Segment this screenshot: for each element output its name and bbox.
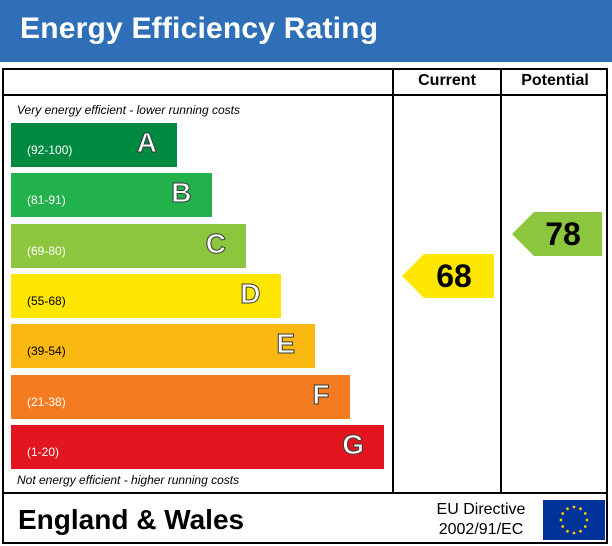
band-b: (81-91) B [11, 173, 212, 218]
current-rating-value: 68 [436, 258, 472, 294]
band-e: (39-54) E [11, 324, 315, 369]
eu-star [583, 525, 587, 528]
band-f: (21-38) F [11, 374, 350, 419]
divider-potential [500, 68, 502, 494]
band-letter: B [171, 177, 192, 209]
header-divider [2, 94, 608, 96]
band-range-label: (81-91) [27, 193, 66, 208]
eu-star [585, 518, 589, 522]
band-d: (55-68) D [11, 273, 281, 318]
current-rating-arrow [402, 254, 494, 298]
band-range-label: (39-54) [27, 344, 66, 359]
band-range-label: (69-80) [27, 243, 66, 258]
eu-star [561, 525, 565, 528]
eu-flag-icon [543, 500, 605, 540]
footer-divider [2, 492, 608, 494]
top-note: Very energy efficient - lower running co… [17, 103, 240, 117]
header-bar: Energy Efficiency Rating [0, 0, 612, 62]
band-c: (69-80) C [11, 223, 246, 268]
band-range-label: (21-38) [27, 394, 66, 409]
current-column-header: Current [418, 72, 476, 89]
divider-current [392, 68, 394, 494]
rating-frame [2, 68, 608, 544]
potential-rating-value: 78 [545, 216, 581, 252]
band-a: (92-100) A [11, 123, 177, 167]
eu-star [566, 507, 569, 511]
band-range-label: (1-20) [27, 444, 60, 459]
eu-directive-line2: 2002/91/EC [438, 521, 524, 538]
band-letter: E [276, 328, 296, 360]
band-letter: D [240, 277, 261, 309]
eu-star [559, 518, 563, 522]
eu-star [583, 512, 587, 515]
eu-star [566, 529, 569, 533]
band-letter: A [136, 127, 157, 159]
band-letter: G [342, 428, 365, 460]
band-g: (1-20) G [11, 424, 384, 469]
bottom-note: Not energy efficient - higher running co… [17, 473, 240, 487]
eu-star [579, 529, 582, 533]
chart-title: Energy Efficiency Rating [20, 12, 379, 45]
band-range-label: (55-68) [27, 293, 66, 308]
eu-star [579, 507, 582, 511]
eu-directive-text: EU Directive 2002/91/EC [420, 500, 542, 540]
band-letter: C [205, 227, 226, 259]
potential-rating-arrow [512, 212, 602, 256]
eu-star [572, 531, 576, 535]
band-range-label: (92-100) [27, 143, 73, 157]
potential-column-header: Potential [521, 72, 589, 89]
country-label: England & Wales [18, 504, 245, 535]
eu-directive-line1: EU Directive [436, 501, 526, 518]
eu-star [572, 505, 576, 509]
eu-star [561, 512, 565, 515]
band-letter: F [312, 378, 330, 410]
